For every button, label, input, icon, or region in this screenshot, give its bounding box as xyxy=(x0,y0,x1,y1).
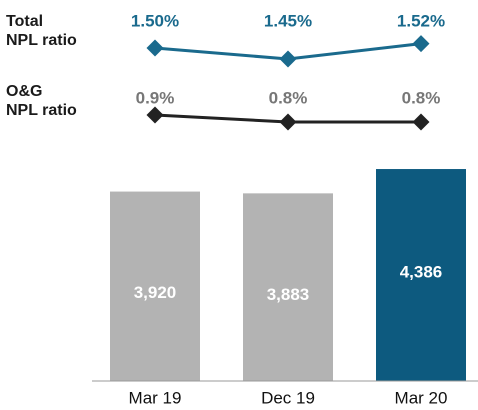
value-label: 1.45% xyxy=(264,11,312,30)
value-label: 1.52% xyxy=(397,11,445,30)
marker xyxy=(412,35,430,53)
bar xyxy=(376,169,466,381)
bar xyxy=(243,193,333,381)
series-label: Total NPL ratio xyxy=(6,12,77,50)
x-tick-label: Mar 19 xyxy=(129,388,182,407)
marker xyxy=(412,113,430,131)
bar-value-label: 3,883 xyxy=(267,285,310,304)
marker xyxy=(279,113,297,131)
series-label-line: Total xyxy=(6,13,44,30)
bar-value-label: 3,920 xyxy=(134,283,177,302)
x-tick-label: Dec 19 xyxy=(261,388,315,407)
value-label: 0.8% xyxy=(402,88,441,107)
series-label-line: NPL ratio xyxy=(6,32,77,49)
marker xyxy=(146,39,164,57)
bar xyxy=(110,191,200,381)
marker xyxy=(279,50,297,68)
series-label: O&G NPL ratio xyxy=(6,82,77,120)
series-label-line: NPL ratio xyxy=(6,102,77,119)
series-label-line: O&G xyxy=(6,83,43,100)
marker xyxy=(146,106,164,124)
value-label: 0.8% xyxy=(269,88,308,107)
x-tick-label: Mar 20 xyxy=(395,388,448,407)
bar-value-label: 4,386 xyxy=(400,263,443,282)
value-label: 1.50% xyxy=(131,11,179,30)
value-label: 0.9% xyxy=(136,88,175,107)
